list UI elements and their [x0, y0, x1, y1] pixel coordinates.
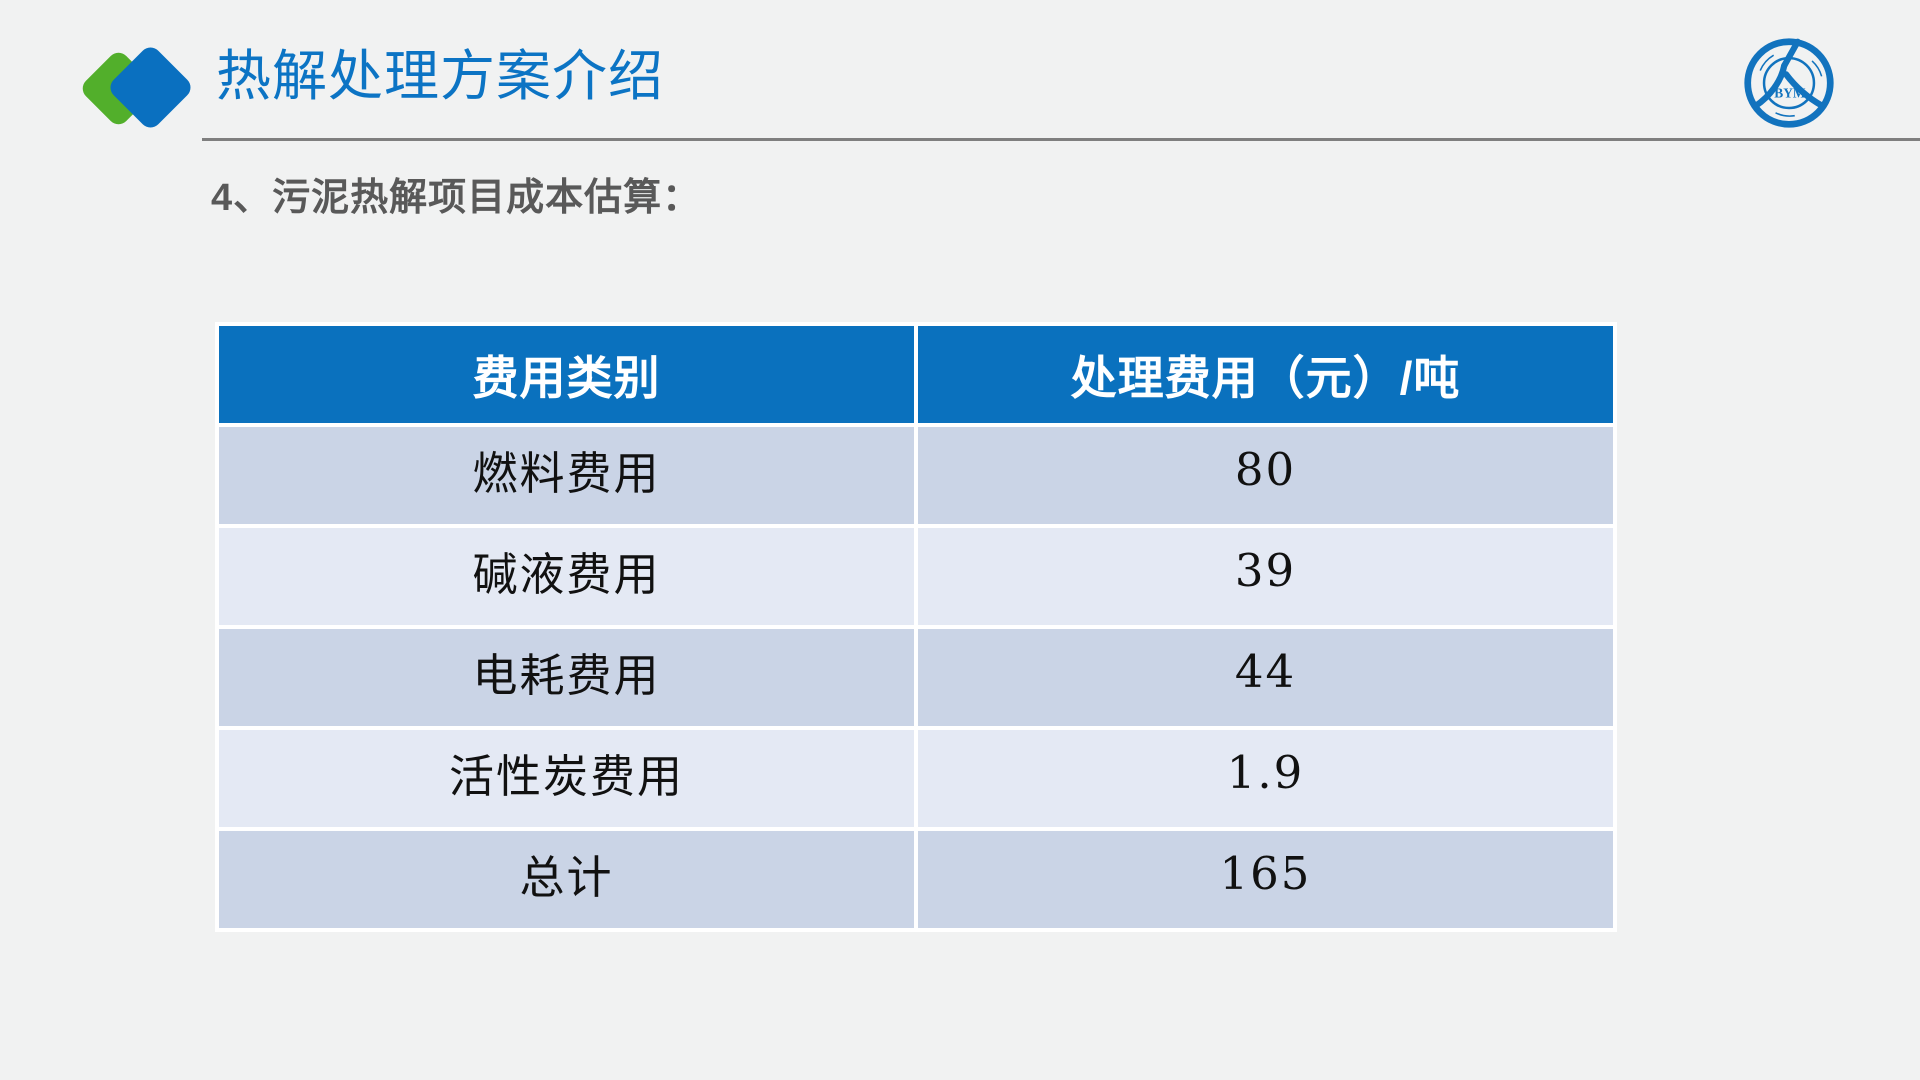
cell-label: 碱液费用: [219, 528, 914, 625]
cost-table-container: 费用类别 处理费用（元）/吨 燃料费用 80 碱液费用 39 电耗费用 44 活…: [215, 322, 1617, 932]
table-row: 活性炭费用 1.9: [219, 730, 1613, 827]
cell-value: 165: [918, 831, 1613, 928]
cell-label: 电耗费用: [219, 629, 914, 726]
cell-value: 39: [918, 528, 1613, 625]
cell-label: 活性炭费用: [219, 730, 914, 827]
bym-logo-text: BYM: [1774, 85, 1806, 100]
table-row: 总计 165: [219, 831, 1613, 928]
cell-value: 44: [918, 629, 1613, 726]
header-cell-category: 费用类别: [219, 326, 914, 423]
cost-table: 费用类别 处理费用（元）/吨 燃料费用 80 碱液费用 39 电耗费用 44 活…: [215, 322, 1617, 932]
cell-label: 燃料费用: [219, 427, 914, 524]
table-row: 电耗费用 44: [219, 629, 1613, 726]
header-cell-cost: 处理费用（元）/吨: [918, 326, 1613, 423]
table-row: 燃料费用 80: [219, 427, 1613, 524]
cell-value: 1.9: [918, 730, 1613, 827]
page-title: 热解处理方案介绍: [216, 45, 665, 107]
section-subtitle: 4、污泥热解项目成本估算：: [211, 177, 702, 219]
table-header-row: 费用类别 处理费用（元）/吨: [219, 326, 1613, 423]
bym-logo-icon: BYM: [1744, 38, 1834, 128]
table-row: 碱液费用 39: [219, 528, 1613, 625]
cell-value: 80: [918, 427, 1613, 524]
header-divider: [202, 138, 1920, 141]
cell-label: 总计: [219, 831, 914, 928]
